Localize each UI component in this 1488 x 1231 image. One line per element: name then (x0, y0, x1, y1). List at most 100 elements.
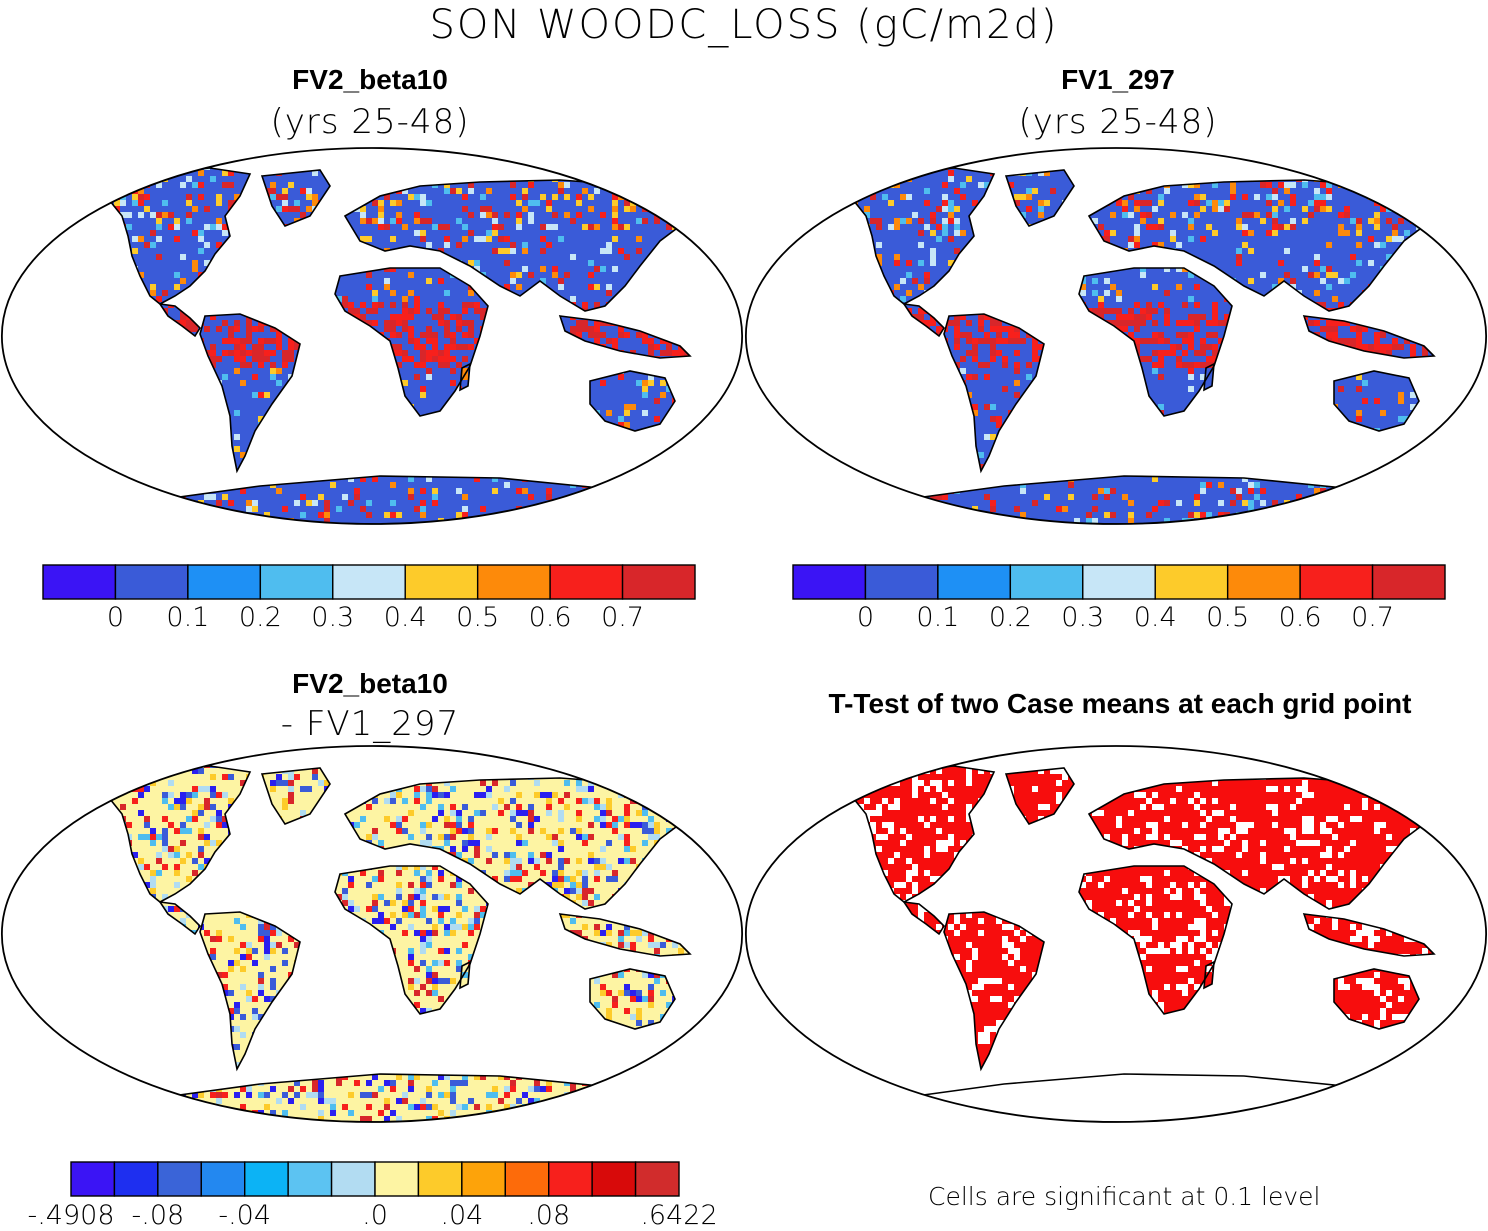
grid-cell (282, 200, 288, 206)
grid-cell (900, 278, 906, 284)
grid-cell (408, 326, 414, 332)
grid-cell (1170, 212, 1176, 218)
grid-cell (354, 308, 360, 314)
grid-cell (18, 1074, 24, 1080)
grid-cell (1398, 158, 1404, 164)
grid-cell (1278, 152, 1284, 158)
grid-cell (672, 182, 678, 188)
grid-cell (480, 236, 486, 242)
grid-cell (450, 368, 456, 374)
grid-cell (138, 834, 144, 840)
grid-cell (348, 302, 354, 308)
grid-cell (468, 320, 474, 326)
grid-cell (564, 194, 570, 200)
grid-cell (708, 476, 714, 482)
grid-cell (1200, 146, 1206, 152)
grid-cell (516, 284, 522, 290)
grid-cell (210, 224, 216, 230)
grid-cell (942, 200, 948, 206)
grid-cell (18, 428, 24, 434)
grid-cell (702, 188, 708, 194)
grid-cell (210, 350, 216, 356)
grid-cell (6, 750, 12, 756)
grid-cell (48, 1068, 54, 1074)
grid-cell (48, 464, 54, 470)
grid-cell (138, 810, 144, 816)
grid-cell (150, 1122, 156, 1128)
grid-cell (138, 1092, 144, 1098)
grid-cell (126, 164, 132, 170)
grid-cell (840, 188, 846, 194)
grid-cell (444, 188, 450, 194)
grid-cell (1062, 524, 1068, 530)
grid-cell (1410, 482, 1416, 488)
grid-cell (396, 332, 402, 338)
grid-cell (1140, 320, 1146, 326)
grid-cell (54, 774, 60, 780)
grid-cell (696, 458, 702, 464)
grid-cell (708, 218, 714, 224)
grid-cell (1470, 146, 1476, 152)
grid-cell (588, 260, 594, 266)
grid-cell (84, 200, 90, 206)
grid-cell (786, 164, 792, 170)
grid-cell (1212, 344, 1218, 350)
grid-cell (96, 176, 102, 182)
grid-cell (1350, 272, 1356, 278)
grid-cell (582, 326, 588, 332)
grid-cell (816, 470, 822, 476)
grid-cell (960, 524, 966, 530)
grid-cell (702, 206, 708, 212)
grid-cell (420, 194, 426, 200)
grid-cell (138, 236, 144, 242)
figure-title: SON WOODC_LOSS (gC/m2d) (0, 2, 1488, 48)
grid-cell (960, 146, 966, 152)
grid-cell (684, 524, 690, 530)
grid-cell (1362, 398, 1368, 404)
grid-cell (408, 338, 414, 344)
grid-cell (0, 1008, 6, 1014)
grid-cell (1284, 272, 1290, 278)
grid-cell (612, 338, 618, 344)
grid-cell (420, 506, 426, 512)
grid-cell (420, 332, 426, 338)
grid-cell (264, 392, 270, 398)
grid-cell (72, 512, 78, 518)
grid-cell (402, 296, 408, 302)
grid-cell (54, 1092, 60, 1098)
grid-cell (1200, 362, 1206, 368)
grid-cell (0, 876, 6, 882)
grid-cell (1386, 344, 1392, 350)
grid-cell (1230, 194, 1236, 200)
grid-cell (156, 744, 162, 750)
grid-cell (1014, 368, 1020, 374)
grid-cell (846, 500, 852, 506)
grid-cell (84, 500, 90, 506)
grid-cell (948, 206, 954, 212)
grid-cell (192, 260, 198, 266)
grid-cell (156, 858, 162, 864)
grid-cell (624, 506, 630, 512)
grid-cell (1158, 500, 1164, 506)
grid-cell (156, 218, 162, 224)
grid-cell (18, 1056, 24, 1062)
grid-cell (114, 152, 120, 158)
grid-cell (18, 858, 24, 864)
grid-cell (690, 224, 696, 230)
grid-cell (708, 158, 714, 164)
grid-cell (630, 206, 636, 212)
grid-cell (1134, 326, 1140, 332)
grid-cell (372, 308, 378, 314)
grid-cell (78, 810, 84, 816)
grid-cell (438, 356, 444, 362)
grid-cell (6, 1056, 12, 1062)
grid-cell (18, 1110, 24, 1116)
grid-cell (270, 194, 276, 200)
grid-cell (744, 212, 750, 218)
grid-cell (6, 1020, 12, 1026)
grid-cell (984, 404, 990, 410)
grid-cell (198, 152, 204, 158)
grid-cell (1140, 356, 1146, 362)
grid-cell (504, 212, 510, 218)
grid-cell (1146, 512, 1152, 518)
